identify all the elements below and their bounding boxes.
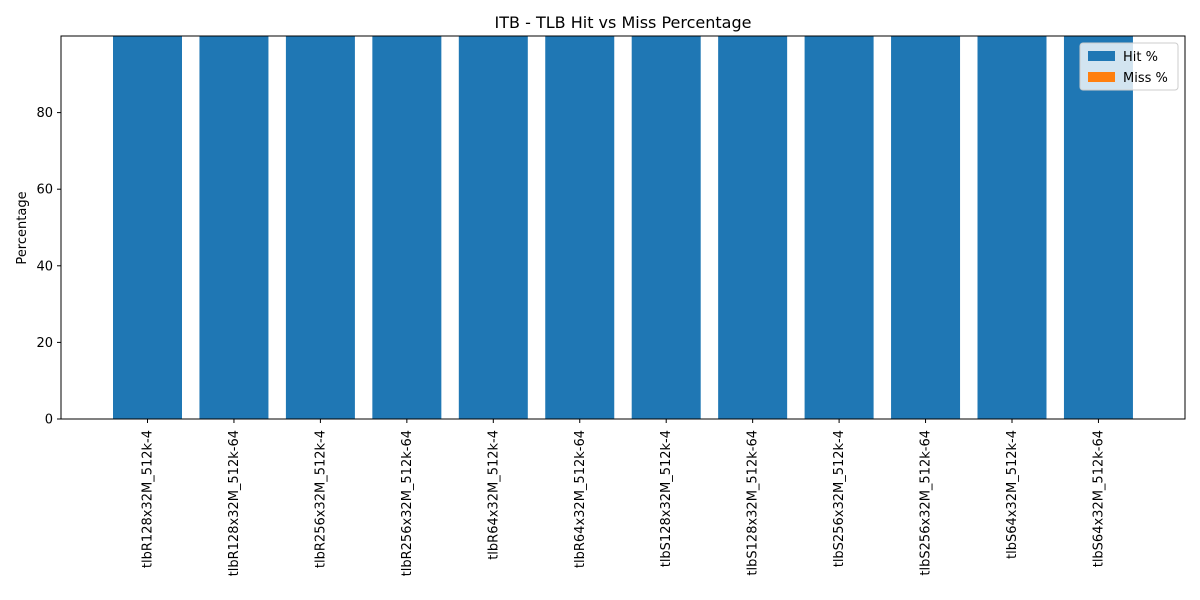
- x-tick-label: tlbR256x32M_512k-4: [313, 430, 328, 568]
- x-tick-label: tlbS128x32M_512k-4: [659, 430, 674, 567]
- hit-bar-tlbR128x32M_512k-64: [199, 36, 269, 419]
- legend-swatch: [1088, 72, 1115, 82]
- x-ticks-layer: tlbR128x32M_512k-4 tlbR128x32M_512k-64 tlb…: [141, 419, 1106, 576]
- hit-bar-tlbR256x32M_512k-64: [372, 36, 442, 419]
- hit-bar-tlbS256x32M_512k-64: [891, 36, 961, 419]
- hit-bar-tlbS64x32M_512k-4: [977, 36, 1047, 419]
- hit-bar-tlbR256x32M_512k-4: [285, 36, 355, 419]
- x-tick-label: tlbS64x32M_512k-4: [1005, 430, 1020, 559]
- hit-bar-tlbS128x32M_512k-64: [718, 36, 788, 419]
- y-axis-label: Percentage: [15, 191, 30, 264]
- x-tick-label: tlbR64x32M_512k-4: [486, 430, 501, 560]
- legend-label: Miss %: [1123, 71, 1168, 86]
- x-tick-label: tlbS64x32M_512k-64: [1091, 430, 1106, 567]
- plot-frame: [60, 35, 1186, 420]
- x-tick-label: tlbR128x32M_512k-64: [227, 430, 242, 576]
- legend-label: Hit %: [1123, 50, 1158, 65]
- y-tick-label: 60: [36, 183, 53, 198]
- legend-swatch: [1088, 51, 1115, 61]
- hit-bar-tlbR128x32M_512k-4: [113, 36, 182, 419]
- hit-bar-tlbR64x32M_512k-64: [545, 36, 615, 419]
- x-tick-label: tlbR64x32M_512k-64: [573, 430, 588, 568]
- legend: Hit % Miss %: [1079, 42, 1179, 91]
- y-ticks-layer: 0 20 40 60 80: [36, 106, 61, 428]
- y-tick-label: 0: [45, 413, 53, 428]
- x-tick-label: tlbR128x32M_512k-4: [141, 430, 156, 568]
- x-tick-label: tlbR256x32M_512k-64: [400, 430, 415, 576]
- bars-layer: [113, 36, 1133, 419]
- x-tick-label: tlbS128x32M_512k-64: [746, 430, 761, 576]
- hit-bar-tlbS256x32M_512k-4: [804, 36, 874, 419]
- y-tick-label: 80: [36, 106, 53, 121]
- y-tick-label: 40: [36, 259, 53, 274]
- hit-bar-tlbS128x32M_512k-4: [631, 36, 701, 419]
- x-tick-label: tlbS256x32M_512k-4: [832, 430, 847, 567]
- chart-title: ITB - TLB Hit vs Miss Percentage: [495, 13, 752, 32]
- hit-bar-tlbS64x32M_512k-64: [1063, 36, 1133, 419]
- x-tick-label: tlbS256x32M_512k-64: [919, 430, 934, 576]
- y-tick-label: 20: [36, 336, 53, 351]
- hit-bar-tlbR64x32M_512k-4: [458, 36, 528, 419]
